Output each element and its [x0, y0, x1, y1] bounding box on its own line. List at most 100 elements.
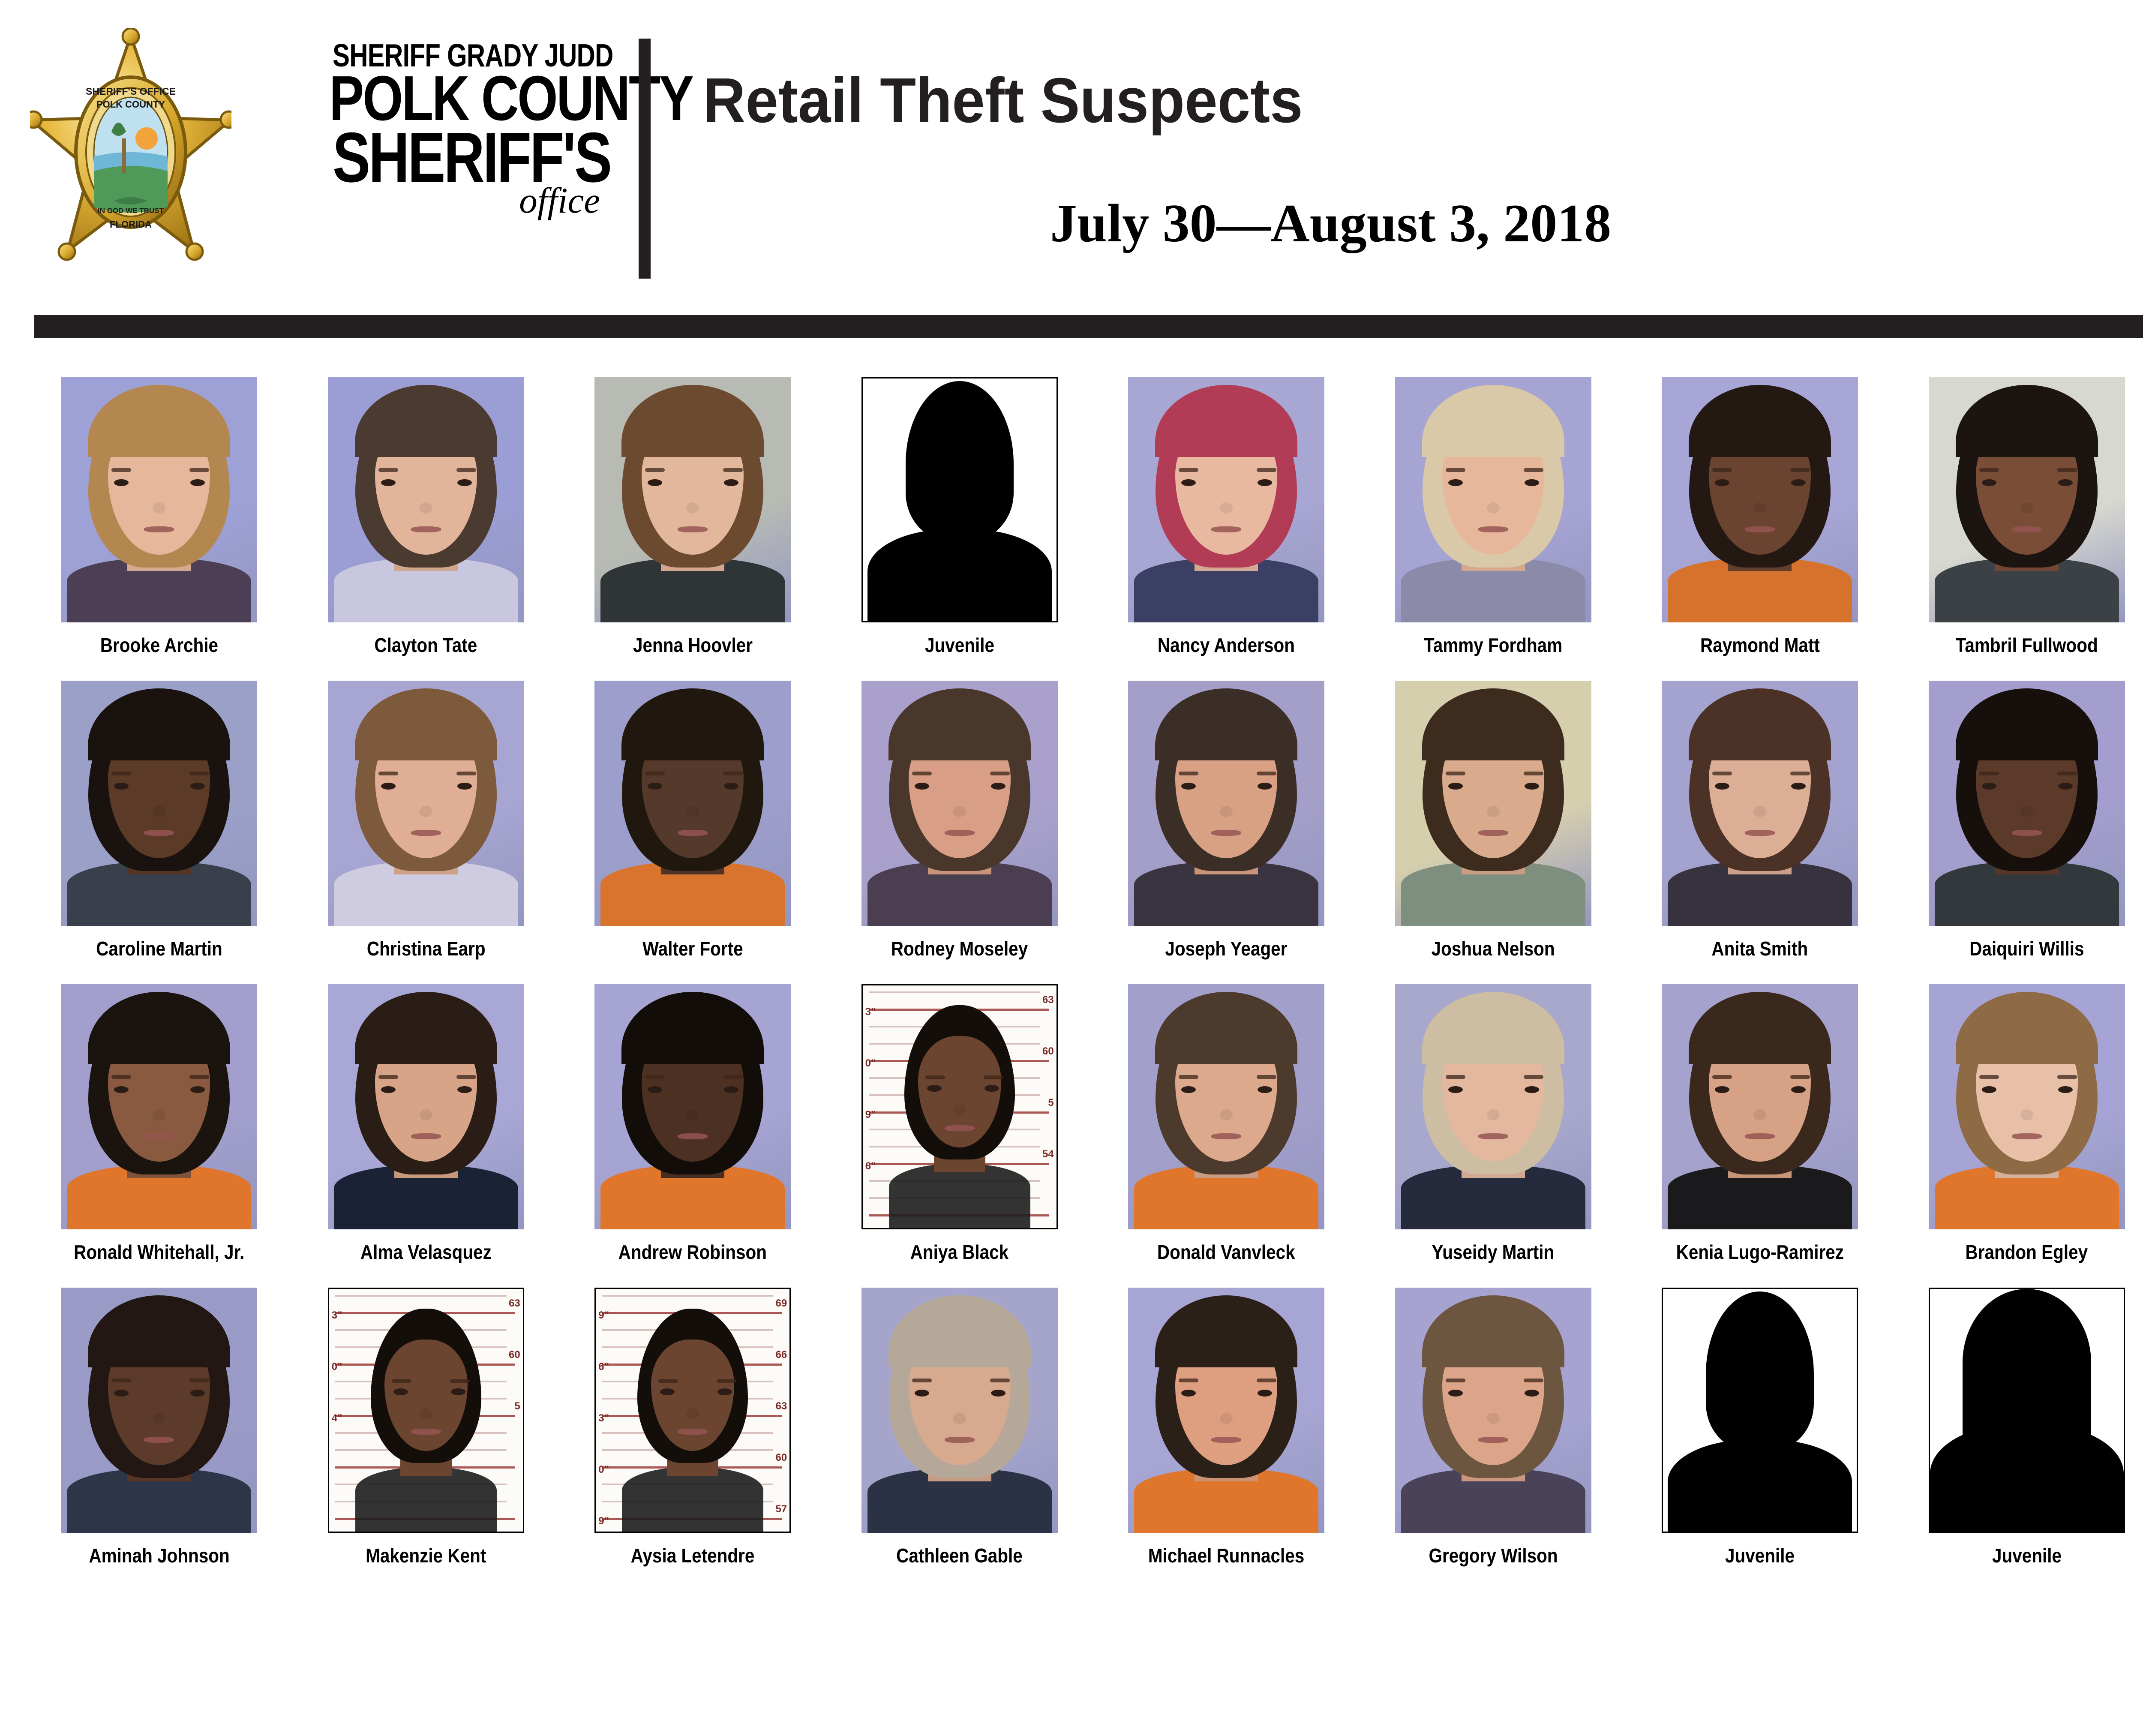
- mugshot-photo: [1928, 377, 2125, 622]
- suspect-photo[interactable]: [594, 377, 791, 622]
- suspect-photo[interactable]: [594, 681, 791, 926]
- suspect-name-label: Nancy Anderson: [1158, 634, 1295, 656]
- suspect-card[interactable]: Andrew Robinson: [559, 984, 826, 1264]
- suspect-photo[interactable]: [1928, 377, 2125, 622]
- suspect-card[interactable]: Brandon Egley: [1894, 984, 2143, 1264]
- header-vertical-divider: [639, 39, 651, 279]
- suspect-card[interactable]: Brooke Archie: [26, 377, 293, 657]
- suspect-photo[interactable]: [1395, 377, 1591, 622]
- mugshot-photo: [1662, 984, 1858, 1229]
- height-chart-label-right: 66: [775, 1349, 787, 1361]
- suspect-name-label: Anita Smith: [1711, 937, 1808, 960]
- suspect-card[interactable]: Tammy Fordham: [1360, 377, 1627, 657]
- suspect-name-label: Gregory Wilson: [1429, 1544, 1558, 1567]
- mugshot-photo: [1662, 377, 1858, 622]
- suspect-photo[interactable]: 3" 0" 4" 63 60 5: [327, 1288, 524, 1533]
- suspect-row: Ronald Whitehall, Jr. Alma Velasquez And…: [0, 984, 2143, 1264]
- mugshot-photo: [1395, 681, 1591, 926]
- mugshot-photo: [1128, 681, 1325, 926]
- suspect-photo[interactable]: [61, 377, 258, 622]
- suspect-card[interactable]: Clayton Tate: [293, 377, 560, 657]
- suspect-photo[interactable]: [327, 377, 524, 622]
- suspect-card[interactable]: Michael Runnacles: [1093, 1288, 1360, 1567]
- mugshot-photo: [1662, 681, 1858, 926]
- mugshot-photo: [61, 681, 258, 926]
- page-header: SHERIFF'S OFFICE POLK COUNTY IN GOD WE T…: [0, 0, 2143, 300]
- suspect-card[interactable]: Joshua Nelson: [1360, 681, 1627, 960]
- suspect-card[interactable]: Alma Velasquez: [293, 984, 560, 1264]
- suspect-photo[interactable]: [327, 681, 524, 926]
- suspect-card[interactable]: Kenia Lugo-Ramirez: [1627, 984, 1894, 1264]
- badge-ring-bottom-text: FLORIDA: [110, 219, 152, 230]
- suspect-card[interactable]: Cathleen Gable: [826, 1288, 1093, 1567]
- suspect-photo[interactable]: [1662, 681, 1858, 926]
- suspect-photo[interactable]: 9" 6" 3" 0" 9" 69 66 63 60 57: [594, 1288, 791, 1533]
- suspect-card[interactable]: 3" 0" 9" 6" 63 60 5 54 Aniya Black: [826, 984, 1093, 1264]
- suspect-photo[interactable]: [1128, 1288, 1325, 1533]
- suspect-photo[interactable]: [1128, 377, 1325, 622]
- mugshot-photo: [327, 377, 524, 622]
- suspect-name-label: Walter Forte: [642, 937, 743, 960]
- suspect-card[interactable]: Juvenile: [826, 377, 1093, 657]
- suspect-photo[interactable]: [1662, 377, 1858, 622]
- suspect-photo[interactable]: [1928, 984, 2125, 1229]
- suspect-photo[interactable]: [594, 984, 791, 1229]
- suspect-name-label: Aminah Johnson: [89, 1544, 230, 1567]
- suspect-card[interactable]: Caroline Martin: [26, 681, 293, 960]
- suspect-card[interactable]: Juvenile: [1894, 1288, 2143, 1567]
- suspects-grid: Brooke Archie Clayton Tate Jenna Hoovler…: [0, 377, 2143, 1591]
- suspect-photo[interactable]: [327, 984, 524, 1229]
- suspect-photo[interactable]: [861, 377, 1058, 622]
- suspect-photo[interactable]: [1128, 681, 1325, 926]
- suspect-card[interactable]: Ronald Whitehall, Jr.: [26, 984, 293, 1264]
- suspect-photo[interactable]: [1128, 984, 1325, 1229]
- suspect-card[interactable]: Aminah Johnson: [26, 1288, 293, 1567]
- suspect-card[interactable]: Jenna Hoovler: [559, 377, 826, 657]
- suspect-card[interactable]: 9" 6" 3" 0" 9" 69 66 63 60 57 Aysia Letendre: [559, 1288, 826, 1567]
- suspect-card[interactable]: Nancy Anderson: [1093, 377, 1360, 657]
- mugshot-photo: [1928, 984, 2125, 1229]
- suspect-photo[interactable]: [1662, 984, 1858, 1229]
- suspect-name-label: Alma Velasquez: [360, 1241, 492, 1263]
- suspect-photo[interactable]: [1928, 1288, 2125, 1533]
- suspect-photo[interactable]: [861, 1288, 1058, 1533]
- suspect-photo[interactable]: [1662, 1288, 1858, 1533]
- height-chart-label-right: 69: [775, 1297, 787, 1309]
- suspect-card[interactable]: Walter Forte: [559, 681, 826, 960]
- suspect-row: Aminah Johnson 3" 0" 4" 63 60 5 Makenzie Kent…: [0, 1288, 2143, 1567]
- suspect-photo[interactable]: 3" 0" 9" 6" 63 60 5 54: [861, 984, 1058, 1229]
- juvenile-silhouette-icon: [862, 378, 1056, 621]
- mugshot-photo: [327, 681, 524, 926]
- suspect-card[interactable]: Rodney Moseley: [826, 681, 1093, 960]
- suspect-name-label: Makenzie Kent: [366, 1544, 486, 1567]
- suspect-photo[interactable]: [861, 681, 1058, 926]
- suspect-photo[interactable]: [1928, 681, 2125, 926]
- suspect-photo[interactable]: [1395, 1288, 1591, 1533]
- suspect-name-label: Brooke Archie: [100, 634, 218, 656]
- suspect-name-label: Joshua Nelson: [1431, 937, 1555, 960]
- suspect-card[interactable]: Anita Smith: [1627, 681, 1894, 960]
- mugshot-photo: [327, 984, 524, 1229]
- suspect-card[interactable]: Yuseidy Martin: [1360, 984, 1627, 1264]
- suspect-card[interactable]: Joseph Yeager: [1093, 681, 1360, 960]
- height-chart-label-right: 63: [775, 1400, 787, 1412]
- height-chart-label-right: 60: [1042, 1045, 1054, 1057]
- suspect-photo[interactable]: [1395, 984, 1591, 1229]
- agency-line-office: office: [519, 180, 600, 221]
- suspect-photo[interactable]: [1395, 681, 1591, 926]
- mugshot-photo: [861, 681, 1058, 926]
- suspect-card[interactable]: Daiquiri Willis: [1894, 681, 2143, 960]
- suspect-photo[interactable]: [61, 984, 258, 1229]
- suspect-card[interactable]: Christina Earp: [293, 681, 560, 960]
- suspect-card[interactable]: 3" 0" 4" 63 60 5 Makenzie Kent: [293, 1288, 560, 1567]
- suspect-card[interactable]: Donald Vanvleck: [1093, 984, 1360, 1264]
- suspect-card[interactable]: Tambril Fullwood: [1894, 377, 2143, 657]
- suspect-card[interactable]: Juvenile: [1627, 1288, 1894, 1567]
- suspect-photo[interactable]: [61, 681, 258, 926]
- height-chart-label-right: 63: [1042, 994, 1054, 1006]
- suspect-photo[interactable]: [61, 1288, 258, 1533]
- suspect-card[interactable]: Gregory Wilson: [1360, 1288, 1627, 1567]
- suspect-card[interactable]: Raymond Matt: [1627, 377, 1894, 657]
- mugshot-photo: [61, 377, 258, 622]
